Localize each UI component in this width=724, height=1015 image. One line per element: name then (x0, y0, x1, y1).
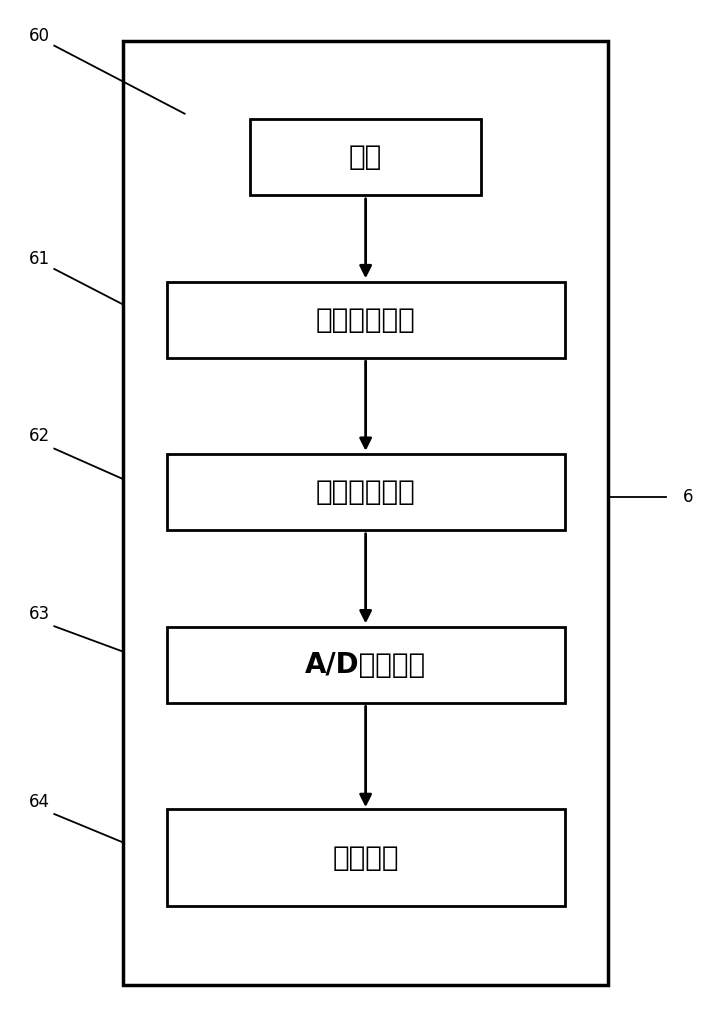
Text: 信号采集电路: 信号采集电路 (316, 306, 416, 334)
Bar (123, 41, 608, 985)
Text: 63: 63 (29, 605, 51, 623)
Text: 微处理器: 微处理器 (332, 843, 399, 872)
Text: A/D转换电路: A/D转换电路 (305, 651, 426, 679)
Bar (250, 120, 481, 196)
Text: 64: 64 (29, 793, 51, 811)
Text: 电源: 电源 (349, 143, 382, 172)
Text: 61: 61 (29, 250, 51, 268)
Bar (167, 281, 565, 357)
Bar (167, 455, 565, 530)
Text: 60: 60 (29, 26, 51, 45)
Bar (167, 810, 565, 906)
Bar (167, 626, 565, 702)
Text: 62: 62 (29, 427, 51, 446)
Text: 信号放大电路: 信号放大电路 (316, 478, 416, 506)
Text: 6: 6 (683, 488, 693, 506)
